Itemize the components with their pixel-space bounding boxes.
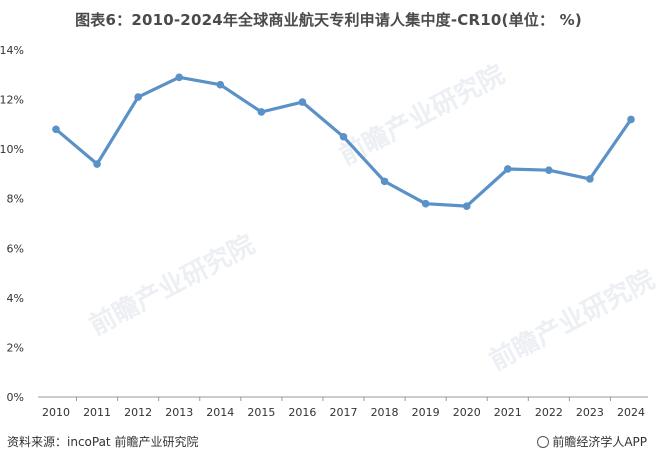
x-tick-label: 2010 xyxy=(42,406,70,419)
x-tick-label: 2013 xyxy=(165,406,193,419)
data-point xyxy=(175,73,184,82)
x-tick-label: 2020 xyxy=(453,406,481,419)
data-point xyxy=(380,177,389,186)
data-point xyxy=(134,93,142,101)
data-point xyxy=(462,202,471,210)
y-tick-label: 4% xyxy=(7,292,24,305)
y-axis: 0% 2% 4% 6% 8% 10% 12% 14% xyxy=(0,44,24,404)
data-point xyxy=(503,165,512,173)
data-point xyxy=(52,125,60,134)
data-point xyxy=(339,132,348,141)
x-tick-label: 2023 xyxy=(576,406,604,419)
x-tick-label: 2014 xyxy=(206,406,234,419)
source-note: 资料来源：incoPat 前瞻产业研究院 xyxy=(7,435,199,449)
x-tick-label: 2019 xyxy=(412,406,440,419)
data-point xyxy=(257,108,266,116)
brand-text: 前瞻经济学人APP xyxy=(552,435,647,449)
x-tick-label: 2012 xyxy=(124,406,152,419)
y-tick-label: 6% xyxy=(7,242,24,255)
x-tick-label: 2011 xyxy=(83,406,111,419)
y-tick-label: 10% xyxy=(0,143,24,156)
x-tick-label: 2021 xyxy=(494,406,522,419)
data-point xyxy=(586,175,594,183)
data-point xyxy=(93,160,101,168)
x-tick-label: 2024 xyxy=(617,406,645,419)
data-point xyxy=(421,199,430,208)
data-point xyxy=(545,166,553,175)
x-tick-label: 2017 xyxy=(330,406,358,419)
data-point xyxy=(298,98,307,106)
y-tick-label: 12% xyxy=(0,94,24,107)
y-tick-label: 14% xyxy=(0,44,24,57)
y-tick-label: 0% xyxy=(7,391,24,404)
x-tick-label: 2016 xyxy=(288,406,316,419)
x-axis: 2010 2011 2012 2013 2014 2015 2016 2017 2018 2019… xyxy=(38,396,648,419)
brand-label: 前瞻经济学人APP xyxy=(537,433,647,450)
brand-logo-icon xyxy=(537,436,550,448)
x-tick-label: 2015 xyxy=(247,406,275,419)
series-line xyxy=(54,75,633,208)
chart-title: 图表6：2010-2024年全球商业航天专利申请人集中度-CR10(单位： %) xyxy=(75,11,582,29)
data-point xyxy=(627,115,635,124)
series-area xyxy=(52,73,635,210)
y-tick-label: 8% xyxy=(7,193,24,206)
y-tick-label: 2% xyxy=(7,341,24,354)
data-point xyxy=(216,80,225,89)
x-tick-label: 2018 xyxy=(371,406,399,419)
x-tick-label: 2022 xyxy=(535,406,563,419)
